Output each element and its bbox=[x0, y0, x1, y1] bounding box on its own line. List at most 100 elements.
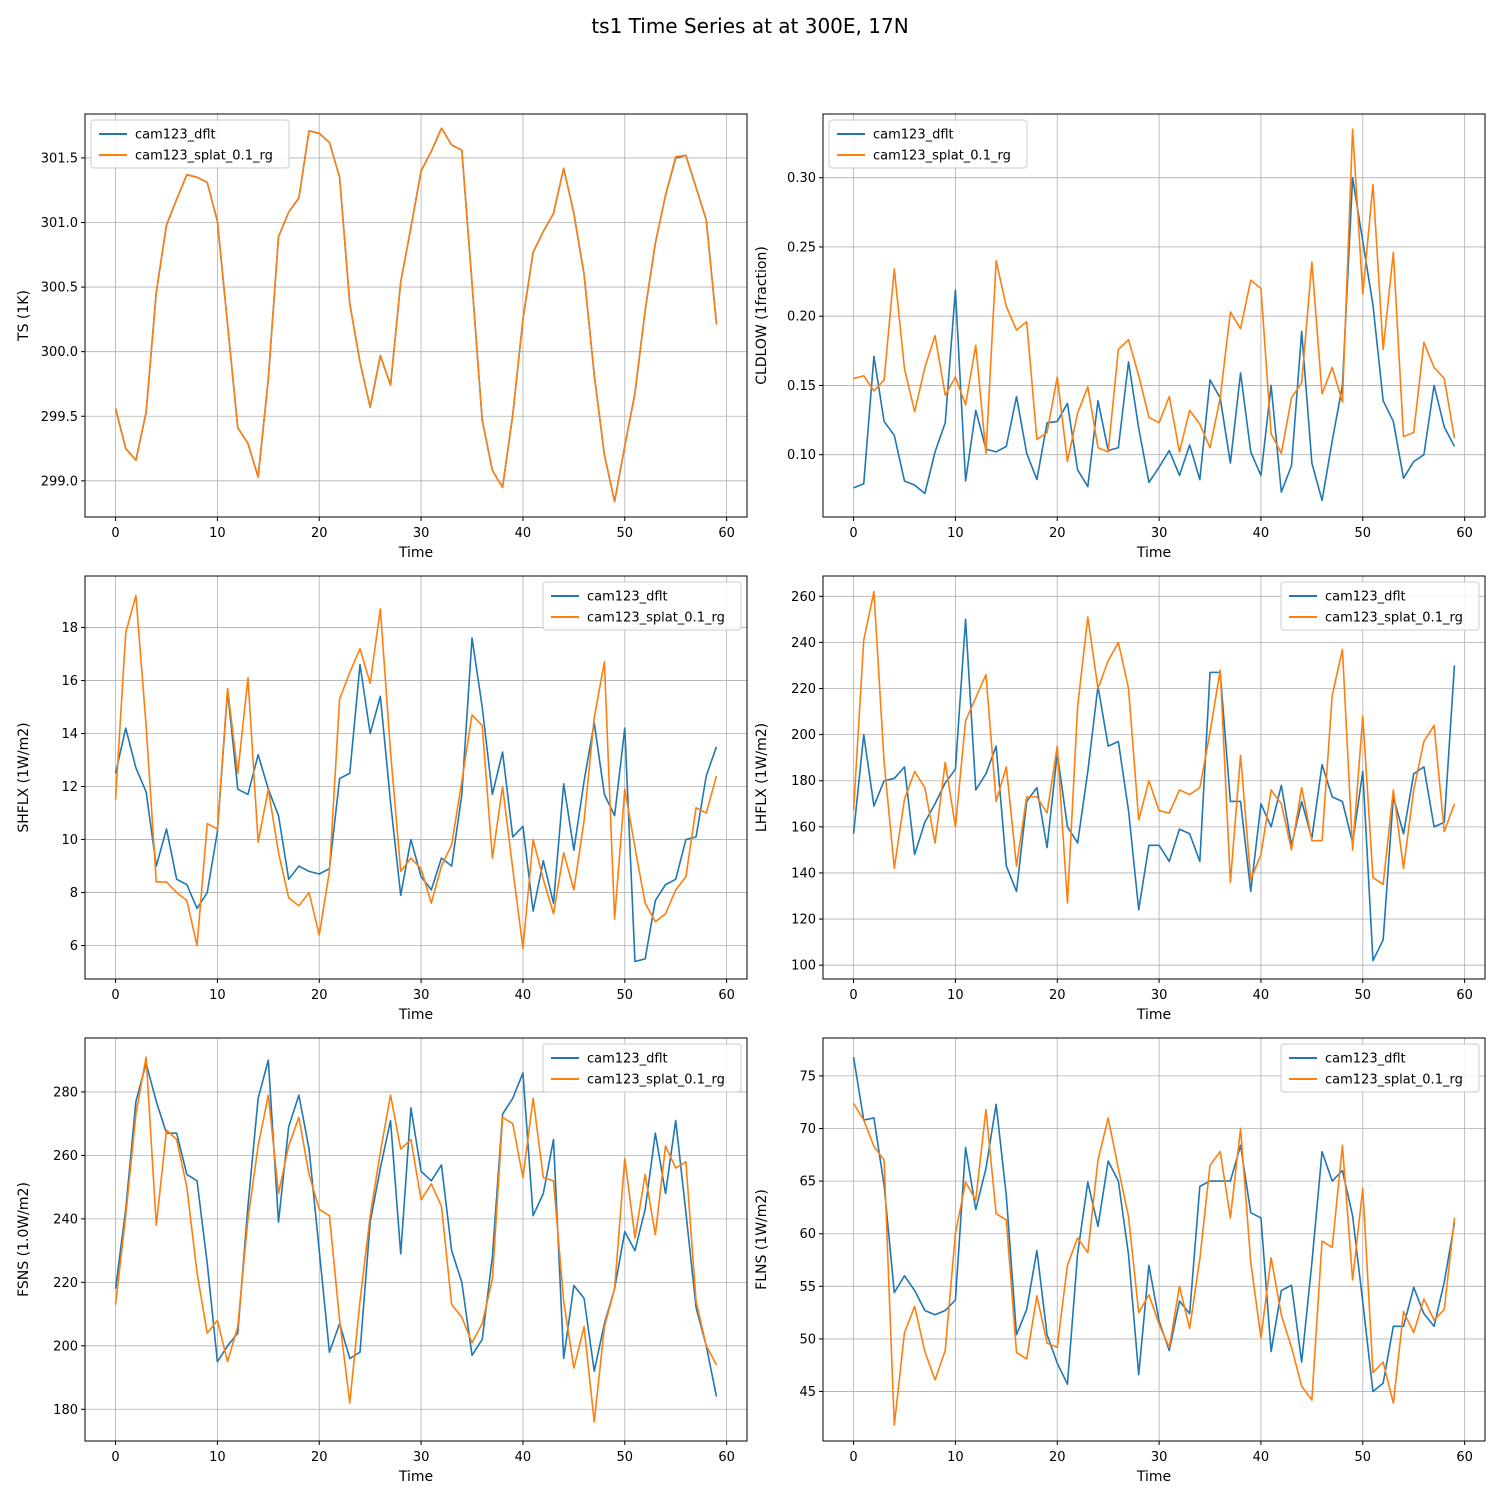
legend-entry: cam123_splat_0.1_rg bbox=[1325, 1073, 1463, 1088]
legend: cam123_dflt cam123_splat_0.1_rg bbox=[1280, 581, 1480, 631]
y-tick-label: 200 bbox=[53, 1339, 78, 1354]
legend-entry: cam123_dflt bbox=[873, 128, 954, 143]
y-tick-label: 301.5 bbox=[41, 151, 78, 166]
y-tick-label: 18 bbox=[61, 621, 78, 636]
y-tick-label: 120 bbox=[791, 913, 816, 928]
y-tick-label: 220 bbox=[791, 682, 816, 697]
x-tick-label: 0 bbox=[111, 526, 119, 541]
x-tick-label: 60 bbox=[718, 1450, 735, 1465]
y-tick-label: 6 bbox=[70, 939, 78, 954]
x-tick-label: 20 bbox=[1049, 1450, 1066, 1465]
x-tick-label: 10 bbox=[947, 526, 964, 541]
series-line-cam123_dflt bbox=[852, 1056, 1456, 1393]
legend: cam123_dflt cam123_splat_0.1_rg bbox=[1280, 1043, 1480, 1093]
legend-box bbox=[542, 581, 742, 631]
series-line-cam123_splat_0.1_rg bbox=[852, 590, 1456, 904]
x-tick-label: 60 bbox=[1456, 526, 1473, 541]
x-tick-label: 10 bbox=[947, 988, 964, 1003]
legend-entry: cam123_dflt bbox=[1325, 1052, 1406, 1067]
y-tick-label: 280 bbox=[53, 1085, 78, 1100]
legend: cam123_dflt cam123_splat_0.1_rg bbox=[828, 119, 1028, 169]
x-tick-label: 40 bbox=[1253, 1450, 1270, 1465]
subplot-6: 0 10 20 30 40 50 60 45 50 55 60 65 70 75 Time FLNS (1W/… bbox=[754, 1037, 1486, 1485]
x-tick-label: 0 bbox=[111, 1450, 119, 1465]
x-tick-label: 30 bbox=[1151, 1450, 1168, 1465]
x-tick-label: 40 bbox=[1253, 988, 1270, 1003]
x-tick-label: 50 bbox=[1355, 1450, 1372, 1465]
x-tick-label: 60 bbox=[1456, 1450, 1473, 1465]
y-axis-label: FSNS (1.0W/m2) bbox=[16, 1182, 32, 1297]
y-tick-label: 0.20 bbox=[787, 310, 816, 325]
x-tick-label: 0 bbox=[849, 526, 857, 541]
y-axis-label: FLNS (1W/m2) bbox=[754, 1189, 770, 1290]
legend-entry: cam123_splat_0.1_rg bbox=[587, 611, 725, 626]
y-tick-label: 75 bbox=[799, 1069, 816, 1084]
y-tick-label: 180 bbox=[53, 1403, 78, 1418]
y-tick-label: 100 bbox=[791, 959, 816, 974]
x-tick-label: 0 bbox=[849, 988, 857, 1003]
y-tick-label: 45 bbox=[799, 1385, 816, 1400]
y-tick-label: 12 bbox=[61, 780, 78, 795]
x-axis-label: Time bbox=[1136, 1007, 1171, 1023]
y-axis-label: CLDLOW (1fraction) bbox=[754, 246, 770, 385]
x-axis-label: Time bbox=[398, 545, 433, 561]
x-tick-label: 30 bbox=[413, 988, 430, 1003]
y-tick-label: 0.15 bbox=[787, 379, 816, 394]
y-tick-label: 140 bbox=[791, 866, 816, 881]
x-tick-label: 0 bbox=[849, 1450, 857, 1465]
subplot-1: 0 10 20 30 40 50 60 299.0 299.5 300.0 300.5 301.0 30… bbox=[16, 113, 748, 561]
axes-frame bbox=[84, 1037, 748, 1442]
x-tick-label: 10 bbox=[947, 1450, 964, 1465]
axes-frame bbox=[84, 575, 748, 980]
x-axis-label: Time bbox=[1136, 1469, 1171, 1485]
y-tick-label: 8 bbox=[70, 886, 78, 901]
y-tick-label: 60 bbox=[799, 1227, 816, 1242]
legend-box bbox=[1280, 581, 1480, 631]
series-line-cam123_dflt bbox=[853, 176, 1456, 502]
legend-entry: cam123_dflt bbox=[135, 128, 216, 143]
x-axis-label: Time bbox=[1136, 545, 1171, 561]
x-axis-label: Time bbox=[398, 1007, 433, 1023]
x-tick-label: 50 bbox=[617, 988, 634, 1003]
figure-title: ts1 Time Series at at 300E, 17N bbox=[591, 14, 909, 38]
legend-entry: cam123_splat_0.1_rg bbox=[135, 149, 273, 164]
y-tick-label: 70 bbox=[799, 1122, 816, 1137]
x-tick-label: 20 bbox=[1049, 526, 1066, 541]
y-tick-label: 0.30 bbox=[787, 171, 816, 186]
y-tick-label: 299.5 bbox=[41, 410, 78, 425]
x-tick-label: 10 bbox=[209, 988, 226, 1003]
legend-entry: cam123_splat_0.1_rg bbox=[587, 1073, 725, 1088]
legend-entry: cam123_dflt bbox=[587, 1052, 668, 1067]
y-tick-label: 301.0 bbox=[41, 216, 78, 231]
y-tick-label: 240 bbox=[53, 1212, 78, 1227]
x-tick-label: 30 bbox=[1151, 526, 1168, 541]
x-tick-label: 20 bbox=[311, 526, 328, 541]
y-tick-label: 16 bbox=[61, 674, 78, 689]
y-tick-label: 200 bbox=[791, 728, 816, 743]
x-tick-label: 50 bbox=[617, 1450, 634, 1465]
series-line-cam123_dflt bbox=[852, 618, 1456, 962]
x-tick-label: 30 bbox=[1151, 988, 1168, 1003]
subplot-5: 0 10 20 30 40 50 60 180 200 220 240 260 280 Time FSNS … bbox=[16, 1037, 748, 1485]
subplot-2: 0 10 20 30 40 50 60 0.10 0.15 0.20 0.25 0.30 Time CLD… bbox=[754, 113, 1486, 561]
legend-box bbox=[90, 119, 290, 169]
legend-box bbox=[1280, 1043, 1480, 1093]
series-line-cam123_splat_0.1_rg bbox=[852, 1102, 1456, 1427]
legend-entry: cam123_splat_0.1_rg bbox=[873, 149, 1011, 164]
y-tick-label: 260 bbox=[53, 1149, 78, 1164]
y-axis-label: SHFLX (1W/m2) bbox=[16, 722, 32, 832]
series-line-cam123_splat_0.1_rg bbox=[114, 1056, 718, 1423]
y-tick-label: 14 bbox=[61, 727, 78, 742]
x-tick-label: 0 bbox=[111, 988, 119, 1003]
y-tick-label: 300.5 bbox=[41, 281, 78, 296]
legend: cam123_dflt cam123_splat_0.1_rg bbox=[542, 1043, 742, 1093]
y-tick-label: 300.0 bbox=[41, 345, 78, 360]
y-tick-label: 50 bbox=[799, 1332, 816, 1347]
y-axis-label: TS (1K) bbox=[16, 290, 32, 342]
x-tick-label: 20 bbox=[311, 1450, 328, 1465]
series-line-cam123_splat_0.1_rg bbox=[114, 127, 718, 503]
legend-entry: cam123_splat_0.1_rg bbox=[1325, 611, 1463, 626]
x-tick-label: 60 bbox=[718, 988, 735, 1003]
x-tick-label: 30 bbox=[413, 526, 430, 541]
